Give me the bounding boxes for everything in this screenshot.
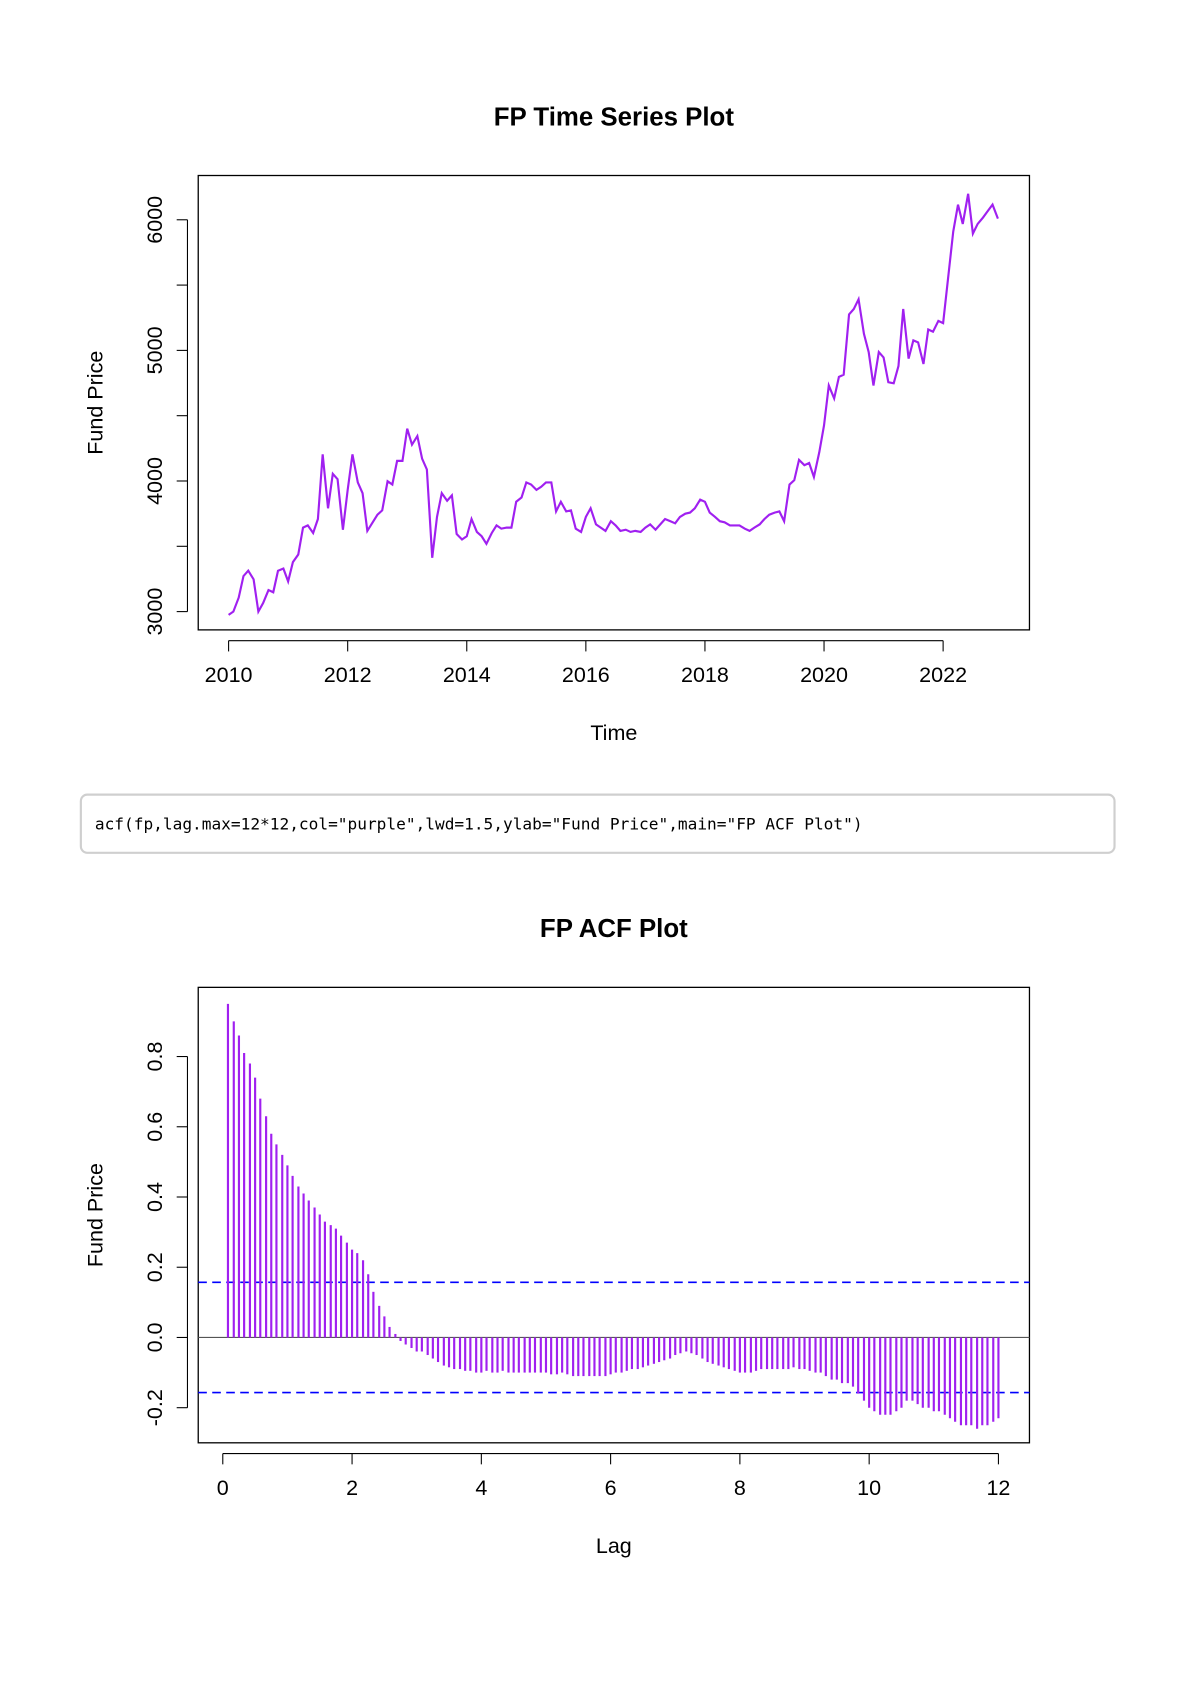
y-axis-label: Fund Price	[84, 351, 108, 455]
y-tick-label: 0.4	[143, 1182, 167, 1212]
x-tick-label: 2018	[681, 663, 729, 687]
x-tick-label: 2016	[562, 663, 610, 687]
y-axis-label: Fund Price	[84, 1163, 108, 1267]
y-tick-label: 0.0	[143, 1322, 167, 1352]
chart-title: FP Time Series Plot	[494, 103, 735, 131]
x-tick-label: 2	[346, 1476, 358, 1500]
x-tick-label: 8	[734, 1476, 746, 1500]
code-block	[79, 793, 1116, 854]
x-axis-label: Lag	[596, 1534, 632, 1558]
x-tick-label: 12	[986, 1476, 1010, 1500]
y-tick-label: 3000	[143, 588, 167, 636]
x-tick-label: 4	[475, 1476, 487, 1500]
code-text: acf(fp,lag.max=12*12,col="purple",lwd=1.…	[95, 814, 863, 833]
chart-title: FP ACF Plot	[540, 915, 688, 943]
x-tick-label: 6	[605, 1476, 617, 1500]
y-tick-label: -0.2	[143, 1389, 167, 1426]
x-tick-label: 2010	[205, 663, 253, 687]
plot-frame	[197, 986, 1031, 1444]
price-line	[227, 193, 999, 616]
x-tick-label: 2022	[919, 663, 967, 687]
y-tick-label: 4000	[143, 457, 167, 505]
y-tick-label: 0.8	[143, 1042, 167, 1072]
x-tick-label: 10	[857, 1476, 881, 1500]
x-tick-label: 2012	[324, 663, 372, 687]
plot-frame	[197, 174, 1031, 631]
y-tick-label: 0.2	[143, 1252, 167, 1282]
y-tick-label: 5000	[143, 326, 167, 374]
x-axis-label: Time	[590, 721, 637, 745]
x-tick-label: 2020	[800, 663, 848, 687]
y-tick-label: 0.6	[143, 1112, 167, 1142]
y-tick-label: 6000	[143, 196, 167, 244]
x-tick-label: 0	[217, 1476, 229, 1500]
x-tick-label: 2014	[443, 663, 491, 687]
